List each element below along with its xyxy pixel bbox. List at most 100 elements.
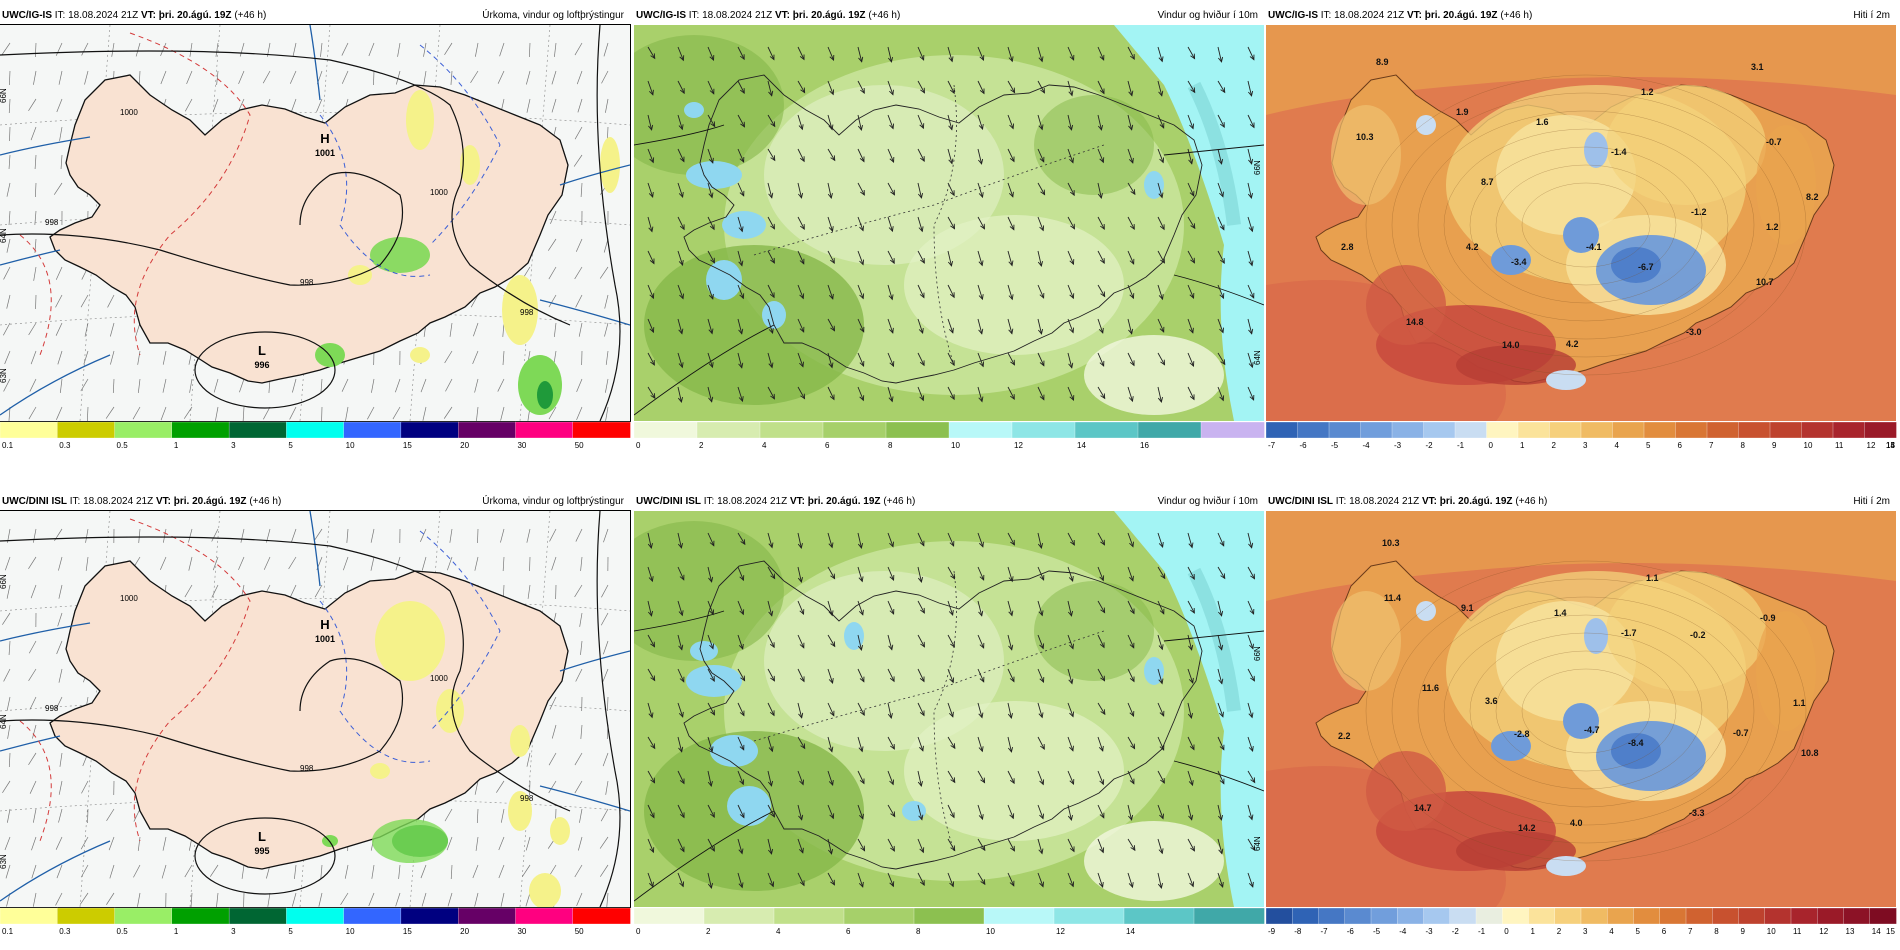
colorbar-svg: 0 2 4 6 8 10 12 14 [633, 907, 1265, 936]
wind-arrow [947, 566, 955, 579]
wind-arrow-head [1039, 394, 1045, 401]
wind-barb [470, 294, 479, 308]
wind-barb [85, 556, 89, 571]
wind-arrow-head [770, 155, 776, 162]
wind-arrow-head [1130, 845, 1136, 852]
colorbar-swatch [1517, 421, 1551, 439]
wind-barb [526, 752, 531, 767]
wind-arrow-head [738, 396, 744, 403]
wind-barb [392, 406, 401, 420]
wind-barb [292, 42, 297, 57]
wind-arrow-head [828, 678, 834, 685]
isobar-label: 1000 [120, 594, 138, 603]
wind-arrow [1247, 352, 1253, 368]
wind-arrow [707, 634, 714, 649]
wind-arrow [647, 668, 656, 681]
cold-isoline [419, 530, 501, 732]
wind-arrow [1037, 216, 1044, 231]
wind-arrow [647, 216, 653, 232]
wind-arrow [707, 318, 713, 334]
wind-arrow-head [1069, 54, 1075, 61]
lake [710, 735, 758, 767]
wind-arrow-head [1159, 224, 1165, 231]
wind-arrow-head [1189, 190, 1195, 197]
colorbar-svg: 0.1 0.3 0.5 1 3 5 10 15 20 30 50 [0, 907, 631, 936]
wind-barb [137, 378, 141, 393]
valid-time-label: VT: [140, 10, 156, 21]
wind-barb [55, 322, 63, 336]
wind-arrow [737, 770, 744, 785]
wind-arrow [977, 532, 984, 547]
wind-arrow-head [829, 710, 835, 717]
wind-arrow-head [887, 56, 894, 63]
glacier [1546, 856, 1586, 876]
wind-barb [525, 836, 531, 851]
wind-arrow-head [949, 88, 955, 95]
wind-arrow-head [1039, 225, 1045, 232]
wind-arrow [1157, 532, 1164, 548]
colorbar-swatch [1643, 421, 1677, 439]
wind-arrow [797, 148, 805, 162]
wind-arrow [767, 838, 772, 854]
init-time: IT: 18.08.2024 21Z [701, 496, 790, 507]
wind-arrow [767, 182, 773, 198]
colorbar-swatch [1832, 421, 1866, 439]
wind-arrow-head [978, 260, 984, 267]
wind-barb [184, 864, 193, 878]
wind-barb [289, 406, 297, 420]
wind-arrow [677, 216, 685, 230]
wind-arrow [1127, 182, 1136, 195]
wind-barb [85, 528, 89, 543]
wind-arrow-head [708, 328, 714, 335]
colorbar-tick: 3 [1583, 441, 1588, 450]
wind-barb [34, 182, 37, 198]
wind-arrow [1127, 216, 1135, 230]
wind-arrow [917, 668, 925, 682]
wind-barb [58, 668, 63, 683]
wind-arrow [1247, 804, 1253, 820]
wind-arrow-head [1218, 678, 1224, 685]
wind-arrow [1247, 250, 1253, 266]
wind-arrow [947, 284, 955, 298]
wind-arrow-head [830, 573, 836, 580]
wind-arrow-head [739, 744, 745, 751]
cool-sea-zone [1266, 25, 1896, 115]
wind-barb [291, 528, 297, 543]
wind-arrow [1157, 566, 1166, 579]
colorbar-swatch [1423, 421, 1456, 439]
wind-arrow-head [1067, 610, 1074, 617]
wind-arrow [947, 250, 952, 267]
wind-arrow [1007, 114, 1014, 129]
pressure-center-letter: H [320, 131, 329, 146]
wind-speed-area [634, 521, 784, 661]
lake [722, 211, 766, 239]
colorbar-swatch [696, 421, 761, 439]
wind-barb [551, 70, 557, 85]
wind-arrow [887, 318, 894, 333]
wind-arrow-head [1158, 848, 1164, 855]
wind-arrow-head [889, 541, 894, 548]
wind-barb [215, 406, 219, 421]
model-name: UWC/IG-IS [636, 10, 686, 21]
wind-barb [422, 406, 427, 421]
colorbar-swatch [1053, 907, 1125, 925]
wind-arrow [797, 80, 806, 93]
wind-arrow [1097, 318, 1104, 334]
colorbar-tick: 1 [1531, 927, 1536, 936]
wind-arrow-head [678, 124, 684, 131]
wind-barb [472, 864, 479, 879]
wind-arrow [677, 318, 683, 334]
wind-barb [59, 752, 63, 767]
wind-barb [600, 808, 609, 822]
colorbar-swatch [572, 907, 631, 925]
wind-barb [395, 892, 401, 907]
wind-arrow [767, 284, 775, 298]
wind-arrow [827, 668, 834, 684]
wind-barb [580, 556, 583, 571]
wind-arrow [947, 216, 955, 229]
longitude-line [519, 511, 551, 907]
temperature-area [1366, 751, 1446, 831]
wind-arrow [1157, 872, 1162, 889]
wind-arrow-head [1097, 124, 1104, 131]
isobar-low [194, 331, 336, 409]
